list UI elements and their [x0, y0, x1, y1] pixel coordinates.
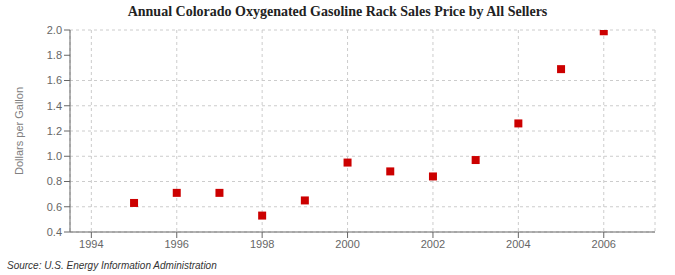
html-text:Annual Colorado Oxygenated Gas: Annual Colorado Oxygenated Gasoline Rack… [127, 4, 548, 19]
svg-text:1.4: 1.4 [47, 100, 62, 112]
svg-text:2000: 2000 [335, 238, 359, 250]
svg-text:2004: 2004 [506, 238, 530, 250]
svg-text:Dollars per Gallon: Dollars per Gallon [13, 87, 25, 175]
svg-text:0.4: 0.4 [47, 226, 62, 238]
svg-text:1.6: 1.6 [47, 74, 62, 86]
svg-text:0.6: 0.6 [47, 201, 62, 213]
svg-text:0.8: 0.8 [47, 175, 62, 187]
svg-text:2006: 2006 [592, 238, 616, 250]
svg-text:1.8: 1.8 [47, 49, 62, 61]
svg-text:1994: 1994 [79, 238, 103, 250]
svg-text:1.2: 1.2 [47, 125, 62, 137]
svg-text:2002: 2002 [421, 238, 445, 250]
svg-text:1996: 1996 [165, 238, 189, 250]
svg-text:1.0: 1.0 [47, 150, 62, 162]
svg-text:2.0: 2.0 [47, 24, 62, 36]
svg-text:1998: 1998 [250, 238, 274, 250]
html-text:Source: U.S. Energy Informatio: Source: U.S. Energy Information Administ… [7, 260, 217, 271]
